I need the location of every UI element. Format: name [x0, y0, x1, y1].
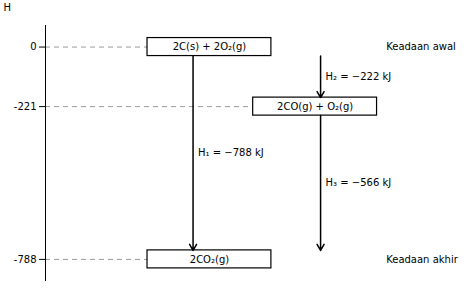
svg-text:-788: -788	[14, 254, 37, 265]
svg-text:Keadaan awal: Keadaan awal	[386, 41, 456, 52]
svg-text:Keadaan akhir: Keadaan akhir	[386, 254, 458, 265]
svg-text:-221: -221	[14, 101, 37, 112]
svg-text:H: H	[4, 2, 12, 13]
svg-text:H₁ = −788 kJ: H₁ = −788 kJ	[198, 147, 264, 158]
svg-text:2CO(g) + O₂(g): 2CO(g) + O₂(g)	[277, 101, 353, 112]
svg-text:H₃ = −566 kJ: H₃ = −566 kJ	[326, 177, 392, 188]
svg-text:0: 0	[30, 41, 36, 52]
svg-text:H₂ = −222 kJ: H₂ = −222 kJ	[326, 71, 392, 82]
svg-text:2CO₂(g): 2CO₂(g)	[190, 254, 229, 265]
svg-text:2C(s) + 2O₂(g): 2C(s) + 2O₂(g)	[173, 41, 247, 52]
